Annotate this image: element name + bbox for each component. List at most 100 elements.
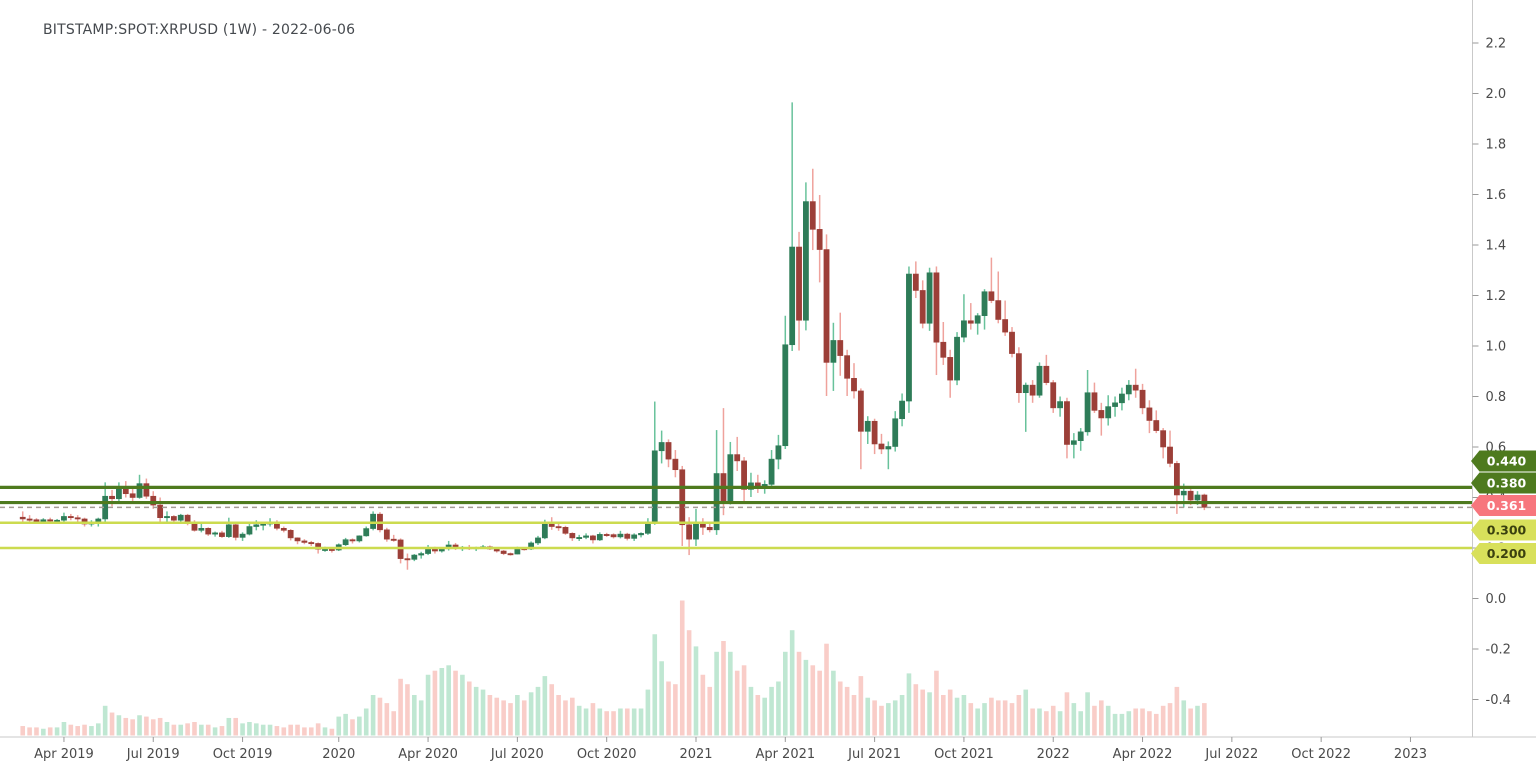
price-badge <box>1471 543 1536 564</box>
volume-bar <box>851 695 857 736</box>
candle-body <box>644 522 651 534</box>
candle-body <box>1146 407 1153 421</box>
candle-body <box>33 519 40 522</box>
volume-bar <box>611 711 616 736</box>
volume-bar <box>989 697 994 736</box>
candle-body <box>157 504 164 519</box>
candle-body <box>177 514 184 521</box>
volume-bar <box>769 686 774 736</box>
volume-bar <box>425 674 431 736</box>
volume-bar <box>219 726 225 736</box>
volume-bar <box>501 700 506 736</box>
volume-bar <box>1147 711 1152 736</box>
volume-bar <box>817 670 822 736</box>
candle-body <box>864 420 871 432</box>
volume-bar <box>886 703 891 736</box>
volume-bar <box>618 708 623 736</box>
volume-bar <box>1195 705 1200 736</box>
volume-bar <box>171 724 177 736</box>
volume-bar <box>418 700 424 736</box>
x-tick-label: 2022 <box>1037 747 1070 762</box>
y-tick-label: 1.2 <box>1486 289 1507 304</box>
candle-body <box>679 469 686 526</box>
volume-bar <box>1092 705 1097 736</box>
candle-body <box>912 273 919 291</box>
candle-body <box>899 400 905 420</box>
candle-body <box>232 524 239 538</box>
candle-body <box>583 535 589 538</box>
chart-title: BITSTAMP:SPOT:XRPUSD (1W) - 2022-06-06 <box>43 22 356 38</box>
volume-bar <box>494 697 500 736</box>
volume-bar <box>1023 689 1029 736</box>
candle-body <box>411 554 418 560</box>
candle-body <box>727 454 734 503</box>
x-tick-label: 2020 <box>322 747 355 762</box>
volume-bar <box>487 695 493 736</box>
candle-body <box>1173 463 1180 496</box>
volume-bar <box>54 727 60 736</box>
volume-bar <box>357 716 362 736</box>
candle-body <box>706 526 713 531</box>
volume-bar <box>41 728 46 736</box>
volume-bar <box>810 665 816 736</box>
volume-bar <box>535 686 541 736</box>
volume-bar <box>755 695 761 736</box>
volume-bar <box>102 705 108 736</box>
volume-bar <box>308 727 314 736</box>
candle-body <box>638 533 644 536</box>
volume-bar <box>872 700 877 736</box>
volume-bar <box>281 727 287 736</box>
volume-bar <box>714 651 719 736</box>
candle-body <box>246 526 253 535</box>
volume-bar <box>295 724 300 736</box>
candle-body <box>67 516 74 519</box>
volume-bar <box>707 686 713 736</box>
volume-bar <box>391 711 397 736</box>
candle-body <box>830 340 837 363</box>
volume-bar <box>260 724 266 736</box>
candle-body <box>129 493 136 498</box>
candle-body <box>1002 319 1009 333</box>
volume-bar <box>453 670 458 736</box>
candle-body <box>342 539 349 546</box>
candle-body <box>782 344 789 447</box>
candle-body <box>967 320 974 324</box>
candle-body <box>686 524 693 540</box>
volume-bar <box>920 689 925 736</box>
volume-bar <box>1016 695 1022 736</box>
volume-bar <box>82 724 87 736</box>
volume-pane <box>20 600 1207 736</box>
candle-body <box>260 523 267 526</box>
price-pane[interactable] <box>19 102 1208 570</box>
candle-body <box>892 418 899 447</box>
volume-bar <box>1188 708 1193 736</box>
candle-body <box>356 535 363 542</box>
volume-bar <box>1133 708 1138 736</box>
volume-bar <box>1181 700 1187 736</box>
candle-body <box>816 229 823 250</box>
candle-body <box>47 519 54 522</box>
volume-bar <box>1126 711 1132 736</box>
volume-bar <box>570 697 575 736</box>
price-badge <box>1471 519 1536 541</box>
volume-bar <box>150 719 156 736</box>
candle-body <box>1070 440 1077 445</box>
candle-body <box>693 521 699 540</box>
candle-body <box>170 516 177 521</box>
candle-body <box>239 533 246 538</box>
candle-body <box>1043 365 1050 383</box>
candle-body <box>40 519 47 522</box>
volume-bar <box>721 641 726 736</box>
volume-bar <box>528 692 534 736</box>
level-lines[interactable] <box>0 485 1473 550</box>
volume-bar <box>837 681 843 736</box>
volume-bar <box>741 665 747 736</box>
candle-body <box>555 526 562 529</box>
x-tick-label: Oct 2020 <box>577 747 637 762</box>
x-tick-label: Jul 2020 <box>490 747 544 762</box>
volume-bar <box>254 723 259 736</box>
volume-bar <box>1002 700 1008 736</box>
candle-body <box>947 357 954 381</box>
